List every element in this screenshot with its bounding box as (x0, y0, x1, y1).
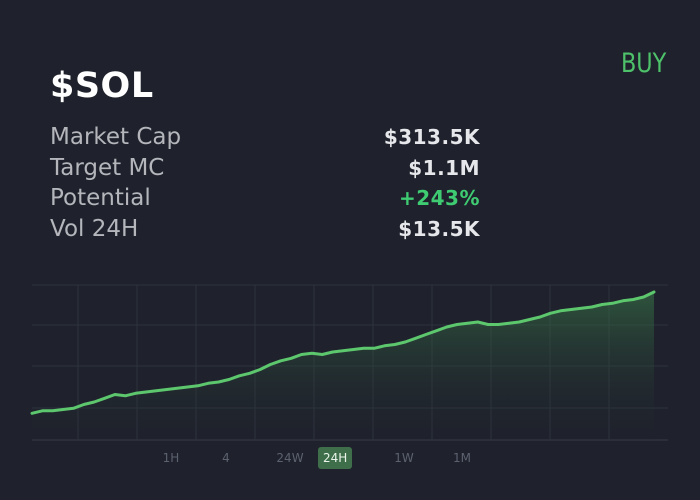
timeframe-1h[interactable]: 1H (162, 451, 180, 465)
stat-row-target-mc: Target MC $1.1M (50, 153, 480, 184)
stat-row-vol-24h: Vol 24H $13.5K (50, 214, 480, 245)
stat-value: $1.1M (408, 155, 480, 180)
timeframe-selector: 1H 4 24W 24H 1W 1M (0, 447, 700, 471)
stat-value: $13.5K (398, 216, 480, 241)
timeframe-4[interactable]: 4 (222, 451, 230, 465)
token-symbol: $SOL (50, 66, 154, 106)
price-line (30, 290, 656, 415)
stat-label: Vol 24H (50, 215, 139, 242)
stats-list: Market Cap $313.5K Target MC $1.1M Poten… (50, 122, 480, 244)
stat-label: Market Cap (50, 124, 182, 150)
timeframe-1w[interactable]: 1W (394, 451, 414, 465)
stat-label: Target MC (50, 154, 165, 181)
stat-label: Potential (50, 185, 151, 211)
price-chart (30, 284, 668, 441)
stat-value: $313.5K (383, 125, 480, 149)
timeframe-24h[interactable]: 24H (318, 447, 353, 469)
timeframe-24w[interactable]: 24W (276, 451, 304, 465)
stat-row-market-cap: Market Cap $313.5K (50, 122, 480, 153)
stat-row-potential: Potential +243% (50, 183, 480, 214)
timeframe-1m[interactable]: 1M (453, 451, 471, 465)
buy-button[interactable]: BUY (620, 48, 666, 79)
stat-value: +243% (398, 186, 480, 210)
price-area-fill (32, 292, 654, 440)
